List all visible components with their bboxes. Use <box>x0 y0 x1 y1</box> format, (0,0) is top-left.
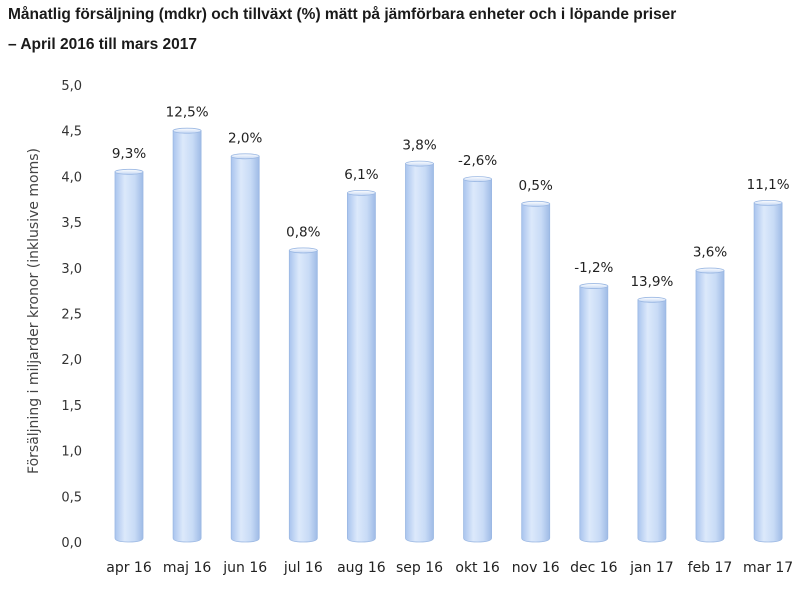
y-tick-label: 0,0 <box>61 536 82 551</box>
bar <box>405 160 434 543</box>
bar <box>521 200 551 543</box>
bar <box>753 200 783 543</box>
y-tick-label: 1,5 <box>61 399 82 414</box>
data-label: 11,1% <box>747 177 790 193</box>
x-tick-label: jan 17 <box>629 560 674 576</box>
data-label: 12,5% <box>166 105 209 121</box>
x-tick-label: jun 16 <box>222 560 267 576</box>
y-axis-label: Försäljning i miljarder kronor (inklusiv… <box>26 148 42 474</box>
x-tick-label: aug 16 <box>337 560 386 576</box>
y-tick-label: 4,5 <box>61 125 82 140</box>
data-label: -2,6% <box>458 153 497 169</box>
y-tick-label: 2,5 <box>61 308 82 323</box>
bar <box>114 168 144 543</box>
data-label: 9,3% <box>112 146 146 162</box>
bar <box>463 176 493 543</box>
x-axis: apr 16 maj 16 jun 16 jul 16 aug 16 sep 16 okt … <box>106 560 793 576</box>
y-tick-label: 2,0 <box>61 353 82 368</box>
x-tick-label: okt 16 <box>455 560 500 576</box>
y-tick-label: 4,0 <box>61 170 82 185</box>
y-axis: 0,0 0,5 1,0 1,5 2,0 2,5 3,0 3,5 4,0 4,5 5,0 <box>61 79 82 551</box>
data-label: 2,0% <box>228 130 262 146</box>
x-tick-label: apr 16 <box>106 560 152 576</box>
data-label: -1,2% <box>574 260 613 276</box>
y-tick-label: 5,0 <box>61 79 82 94</box>
y-tick-label: 1,0 <box>61 445 82 460</box>
chart-subtitle: – April 2016 till mars 2017 <box>8 36 197 53</box>
bar <box>230 153 260 543</box>
chart-title: Månatlig försäljning (mdkr) och tillväxt… <box>8 6 677 23</box>
bar <box>172 127 202 543</box>
x-tick-label: maj 16 <box>163 560 211 576</box>
y-tick-label: 0,5 <box>61 490 82 505</box>
x-tick-label: mar 17 <box>743 560 793 576</box>
data-label: 6,1% <box>344 167 378 183</box>
x-tick-label: jul 16 <box>283 560 323 576</box>
bars <box>114 127 783 543</box>
x-tick-label: nov 16 <box>512 560 560 576</box>
data-label: 3,6% <box>693 245 727 261</box>
bar <box>695 267 725 543</box>
x-tick-label: dec 16 <box>570 560 618 576</box>
bar <box>637 296 667 543</box>
y-tick-label: 3,5 <box>61 216 82 231</box>
data-labels: 9,3% 12,5% 2,0% 0,8% 6,1% 3,8% -2,6% 0,5% -1,2% 1… <box>112 105 790 290</box>
y-tick-label: 3,0 <box>61 262 82 277</box>
data-label: 0,8% <box>286 224 320 240</box>
data-label: 0,5% <box>519 178 553 194</box>
x-tick-label: sep 16 <box>396 560 443 576</box>
bar <box>579 283 609 543</box>
bar <box>346 189 376 543</box>
bar <box>288 247 318 543</box>
data-label: 3,8% <box>402 138 436 154</box>
data-label: 13,9% <box>630 274 673 290</box>
x-tick-label: feb 17 <box>688 560 733 576</box>
